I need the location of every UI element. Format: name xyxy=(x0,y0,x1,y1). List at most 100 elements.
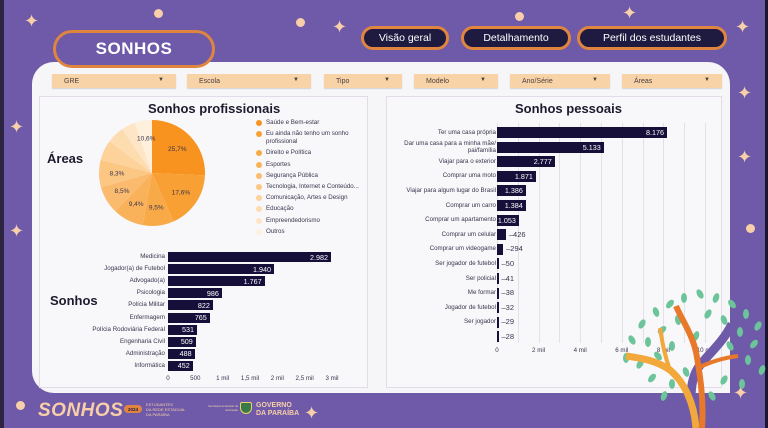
bar[interactable] xyxy=(168,264,275,275)
bar[interactable] xyxy=(168,276,265,287)
pie-slice[interactable] xyxy=(122,122,152,173)
areas-pie-chart: 25,7% 17,6% 9,5% 9,4% 8,5% 8,3% 10,6% xyxy=(99,120,205,226)
sparkle-icon: ✦ xyxy=(737,83,753,103)
legend-item[interactable]: Saúde e Bem-estar xyxy=(256,119,366,127)
pie-slice[interactable] xyxy=(109,129,152,173)
pie-slice[interactable] xyxy=(115,173,152,226)
filter-areas[interactable]: Áreas ▼ xyxy=(622,74,722,88)
pie-slice-label: 25,7% xyxy=(168,146,187,153)
sonhos-profissionais-card: Sonhos profissionais Áreas Sonhos 25,7% 1… xyxy=(39,96,368,388)
pie-slice-label: 9,4% xyxy=(129,201,144,208)
bar[interactable] xyxy=(497,170,536,182)
bar-value-label: 1.871 xyxy=(514,171,533,181)
footer-subtitle: Estudantes da rede estadual da Paraíba xyxy=(146,402,186,417)
sonhos-bar-chart: Medicina 2.982 Jogador(a) de Futebol 1.940 A… xyxy=(40,247,369,389)
bar-category-label: Viajar para o exterior xyxy=(438,157,496,165)
pie-slice[interactable] xyxy=(100,141,152,173)
pie-slice[interactable] xyxy=(134,120,152,173)
legend-label: Direito e Política xyxy=(266,149,312,157)
bar[interactable] xyxy=(497,273,499,284)
x-tick-label: 4 mil xyxy=(573,347,587,354)
gridline xyxy=(559,123,561,343)
x-tick-label: 1,5 mil xyxy=(240,375,260,382)
bar-value-label: 5.133 xyxy=(582,142,601,152)
legend-item[interactable]: Esportes xyxy=(256,161,366,169)
bar[interactable] xyxy=(497,258,499,270)
bar[interactable] xyxy=(497,316,499,328)
bar[interactable] xyxy=(497,287,499,299)
legend-label: Tecnologia, Internet e Conteúdo... xyxy=(266,182,359,190)
x-tick-label: 0 xyxy=(495,347,499,354)
sparkle-icon: ✦ xyxy=(737,147,753,167)
bar[interactable] xyxy=(497,200,526,211)
bar[interactable] xyxy=(168,324,198,335)
x-tick-label: 2 mil xyxy=(532,347,546,354)
bar[interactable] xyxy=(168,348,195,359)
bar[interactable] xyxy=(497,141,604,153)
filter-ano-serie[interactable]: Ano/Série ▼ xyxy=(510,74,610,88)
pie-slice[interactable] xyxy=(152,173,205,222)
bar[interactable] xyxy=(497,214,519,226)
legend-item[interactable]: Comunicação, Artes e Design xyxy=(256,194,366,202)
bar[interactable] xyxy=(497,243,504,255)
footer-governo: GOVERNO DA PARAÍBA xyxy=(256,402,299,417)
legend-item[interactable]: Outros xyxy=(256,228,366,236)
x-tick-label: 0 xyxy=(166,375,170,382)
bar[interactable] xyxy=(497,156,555,168)
bar[interactable] xyxy=(168,252,332,262)
bar-category-label: Comprar um videogame xyxy=(429,245,496,253)
bar[interactable] xyxy=(497,331,499,343)
page-title: SONHOS xyxy=(53,30,215,68)
legend-swatch xyxy=(256,217,262,224)
pie-slice[interactable] xyxy=(100,173,152,212)
legend-swatch xyxy=(256,183,262,190)
legend-item[interactable]: Empreendedorismo xyxy=(256,217,366,225)
pie-slice[interactable] xyxy=(142,173,174,226)
nav-detalhamento-button[interactable]: Detalhamento xyxy=(461,26,571,50)
pie-slice[interactable] xyxy=(99,159,152,188)
bar[interactable] xyxy=(497,229,506,241)
bar-value-label: 452 xyxy=(177,361,190,371)
legend-item[interactable]: Segurança Pública xyxy=(256,172,366,180)
sonhos-pessoais-card: Sonhos pessoais Ter uma casa própria 8.17… xyxy=(386,96,722,388)
dot-decoration xyxy=(746,224,755,233)
filter-label: Tipo xyxy=(336,77,350,85)
paraiba-coat-of-arms-icon xyxy=(240,402,252,414)
bar[interactable] xyxy=(497,127,668,138)
pie-slice-label: 10,6% xyxy=(137,136,156,143)
bar[interactable] xyxy=(497,185,526,197)
nav-visao-geral-button[interactable]: Visão geral xyxy=(361,26,449,50)
legend-item[interactable]: Educação xyxy=(256,205,366,213)
filter-gre[interactable]: GRE ▼ xyxy=(52,74,176,88)
footer-gov-line: GOVERNO xyxy=(256,402,292,409)
bar[interactable] xyxy=(168,360,193,371)
sparkle-icon: ✦ xyxy=(733,383,749,403)
x-tick-label: 500 xyxy=(190,375,201,382)
gridline xyxy=(705,123,706,343)
gridline xyxy=(517,123,519,343)
nav-perfil-estudantes-button[interactable]: Perfil dos estudantes xyxy=(577,26,727,50)
dot-decoration xyxy=(154,9,163,18)
filter-escola[interactable]: Escola ▼ xyxy=(187,74,311,88)
bar-value-label: 2.982 xyxy=(310,252,329,262)
legend-item[interactable]: Tecnologia, Internet e Conteúdo... xyxy=(256,183,366,191)
legend-item[interactable]: Eu ainda não tenho um sonho profissional xyxy=(256,130,366,146)
sonhos-label: Sonhos xyxy=(50,293,98,308)
pie-slice[interactable] xyxy=(152,120,205,176)
card-title: Sonhos pessoais xyxy=(515,101,622,116)
legend-label: Empreendedorismo xyxy=(266,216,320,224)
filter-modelo[interactable]: Modelo ▼ xyxy=(414,74,498,88)
bar[interactable] xyxy=(168,300,213,311)
bar-value-label: 8.176 xyxy=(646,128,665,137)
bar-value-label: 531 xyxy=(182,325,195,335)
pie-slice-label: 8,5% xyxy=(115,188,130,195)
bar[interactable] xyxy=(497,302,499,314)
bar-value-label: –426 xyxy=(508,229,526,239)
bar[interactable] xyxy=(168,288,222,299)
gridline xyxy=(684,123,686,343)
filter-tipo[interactable]: Tipo ▼ xyxy=(324,74,402,88)
bar[interactable] xyxy=(168,312,210,323)
bar-value-label: –38 xyxy=(501,288,515,298)
legend-item[interactable]: Direito e Política xyxy=(256,149,366,157)
bar[interactable] xyxy=(168,336,196,347)
